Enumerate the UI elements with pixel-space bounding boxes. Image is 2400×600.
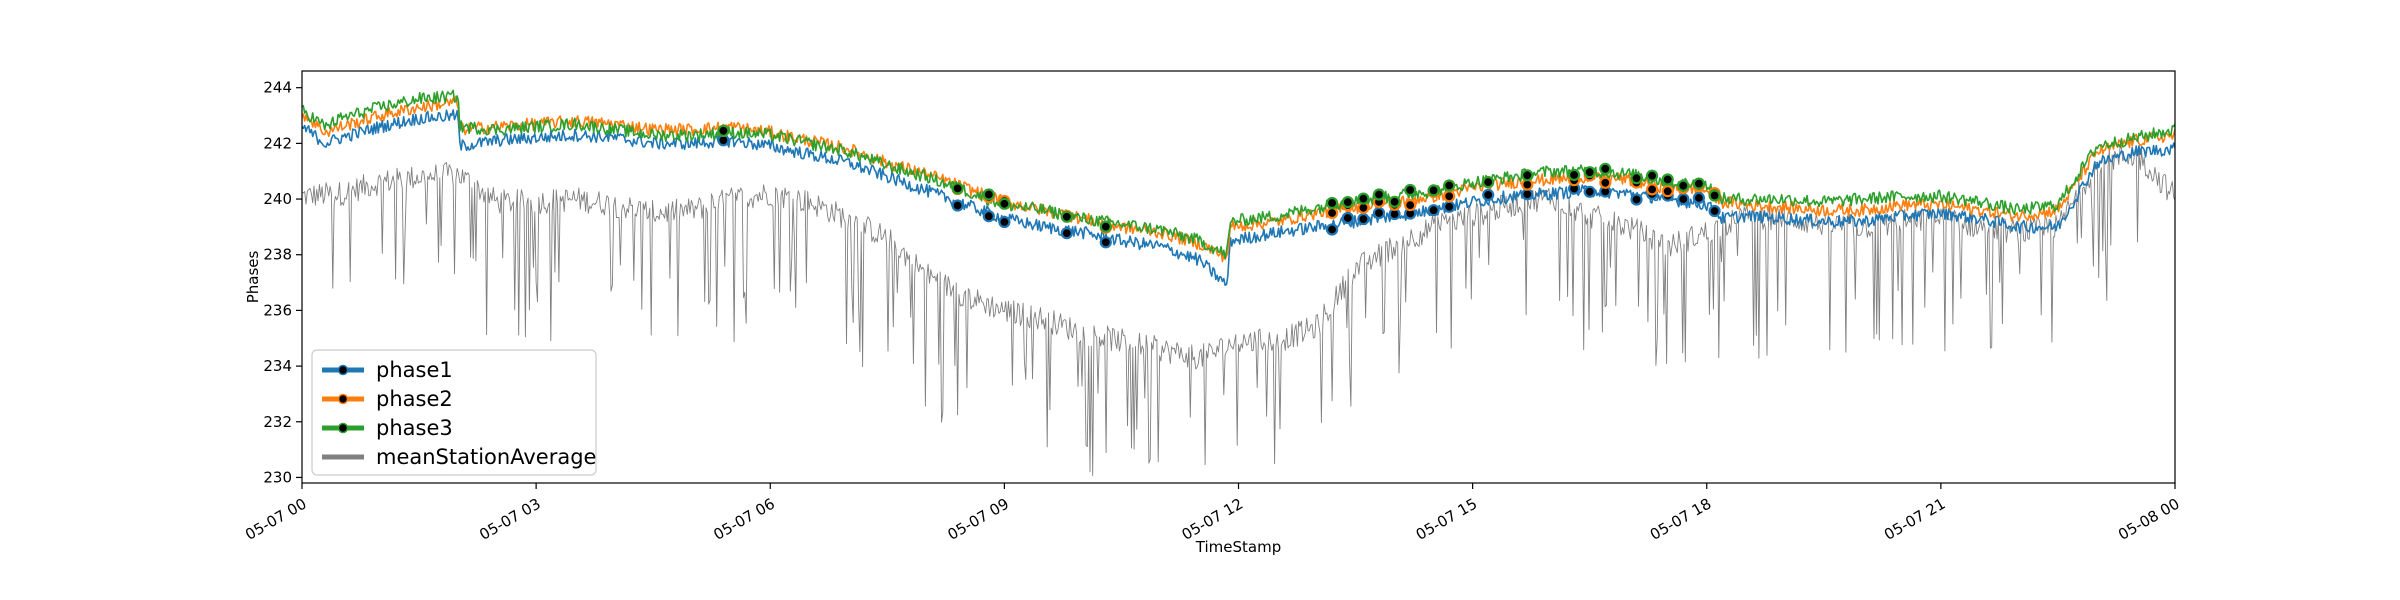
anomaly-marker-phase3 bbox=[1099, 220, 1112, 233]
anomaly-marker-phase1 bbox=[951, 199, 964, 212]
legend-label-phase1: phase1 bbox=[376, 358, 453, 382]
x-axis-title: TimeStamp bbox=[1195, 538, 1281, 556]
anomaly-marker-phase3 bbox=[1325, 196, 1339, 210]
y-tick-label: 234 bbox=[263, 357, 292, 375]
anomaly-marker-phase3 bbox=[1372, 188, 1386, 201]
legend-label-meanStationAverage: meanStationAverage bbox=[376, 445, 596, 469]
y-tick-label: 240 bbox=[263, 190, 292, 208]
legend-box bbox=[311, 349, 597, 476]
x-tick-label: 05-07 00 bbox=[242, 495, 309, 544]
anomaly-marker-phase1 bbox=[1325, 223, 1339, 236]
anomaly-marker-phase3 bbox=[1630, 172, 1643, 185]
x-tick-label: 05-07 12 bbox=[1179, 495, 1246, 544]
series-line-meanStationAverage bbox=[302, 146, 2175, 477]
anomaly-marker-phase3 bbox=[1427, 184, 1440, 197]
anomaly-marker-phase3 bbox=[1599, 162, 1612, 175]
x-tick-label: 05-07 18 bbox=[1647, 495, 1714, 544]
anomaly-marker-phase3 bbox=[1708, 189, 1721, 202]
anomaly-marker-phase1 bbox=[1099, 236, 1112, 249]
legend-marker-phase2 bbox=[337, 393, 349, 405]
x-tick-label: 05-07 09 bbox=[945, 495, 1012, 544]
anomaly-marker-phase3 bbox=[717, 124, 730, 137]
series-line-phase1 bbox=[302, 109, 2175, 286]
anomaly-marker-phase3 bbox=[1443, 179, 1456, 192]
y-tick-label: 230 bbox=[263, 468, 292, 486]
anomaly-marker-phase3 bbox=[951, 182, 964, 195]
anomaly-marker-phase3 bbox=[1645, 169, 1659, 182]
x-tick-label: 05-07 21 bbox=[1881, 495, 1948, 544]
anomaly-marker-phase3 bbox=[1388, 195, 1401, 208]
anomaly-marker-phase3 bbox=[982, 188, 995, 201]
legend: phase1 phase2 phase3 meanStationAverage bbox=[311, 349, 597, 476]
series-layer bbox=[302, 89, 2175, 477]
anomaly-marker-phase3 bbox=[1482, 176, 1495, 189]
x-tick-label: 05-07 06 bbox=[710, 495, 777, 544]
anomaly-marker-phase3 bbox=[1357, 192, 1370, 205]
anomaly-marker-phase3 bbox=[1060, 210, 1073, 223]
anomaly-marker-phase1 bbox=[1583, 185, 1596, 198]
anomaly-markers bbox=[717, 124, 1721, 249]
anomaly-marker-phase1 bbox=[1341, 211, 1354, 225]
anomaly-marker-phase3 bbox=[1692, 177, 1706, 190]
x-tick-label: 05-07 15 bbox=[1413, 495, 1480, 544]
anomaly-marker-phase2 bbox=[1325, 206, 1339, 220]
anomaly-marker-phase3 bbox=[1404, 183, 1417, 197]
y-tick-label: 232 bbox=[263, 413, 292, 431]
anomaly-marker-phase1 bbox=[1482, 188, 1495, 201]
y-axis-title: Phases bbox=[244, 251, 262, 304]
anomaly-marker-phase1 bbox=[1708, 204, 1721, 218]
anomaly-marker-phase2 bbox=[1661, 185, 1674, 198]
anomaly-marker-phase2 bbox=[1599, 176, 1612, 189]
anomaly-marker-phase2 bbox=[1645, 183, 1659, 196]
x-tick-label: 05-08 00 bbox=[2115, 495, 2182, 544]
anomaly-marker-phase3 bbox=[1341, 196, 1354, 209]
anomaly-marker-phase1 bbox=[1692, 191, 1706, 204]
anomaly-marker-phase1 bbox=[1357, 213, 1370, 226]
legend-marker-phase3 bbox=[337, 422, 349, 434]
anomaly-marker-phase3 bbox=[1567, 168, 1581, 181]
y-tick-label: 238 bbox=[263, 246, 292, 264]
anomaly-marker-phase1 bbox=[982, 210, 995, 223]
anomaly-marker-phase1 bbox=[1521, 188, 1534, 201]
x-tick-label: 05-07 03 bbox=[476, 495, 543, 544]
anomaly-marker-phase3 bbox=[998, 197, 1011, 210]
anomaly-marker-phase2 bbox=[1404, 199, 1417, 212]
anomaly-marker-phase1 bbox=[1677, 193, 1690, 206]
series-line-phase3 bbox=[302, 89, 2175, 260]
legend-label-phase2: phase2 bbox=[376, 387, 453, 411]
anomaly-marker-phase1 bbox=[1443, 200, 1456, 213]
y-tick-label: 244 bbox=[263, 79, 292, 97]
anomaly-marker-phase3 bbox=[1583, 166, 1596, 179]
anomaly-marker-phase3 bbox=[1661, 173, 1674, 186]
anomaly-marker-phase1 bbox=[1427, 204, 1440, 217]
anomaly-marker-phase1 bbox=[1060, 227, 1073, 240]
y-axis: 230 232 234 236 238 240 242 244 bbox=[263, 79, 302, 486]
anomaly-marker-phase1 bbox=[998, 215, 1011, 229]
legend-marker-phase1 bbox=[337, 364, 349, 376]
x-axis: 05-07 00 05-07 03 05-07 06 05-07 09 05-07 12… bbox=[242, 483, 2183, 544]
anomaly-marker-phase1 bbox=[1630, 193, 1643, 206]
y-tick-label: 236 bbox=[263, 301, 292, 319]
anomaly-marker-phase3 bbox=[1677, 179, 1690, 192]
anomaly-marker-phase2 bbox=[1443, 190, 1456, 203]
legend-label-phase3: phase3 bbox=[376, 416, 453, 440]
anomaly-marker-phase1 bbox=[1372, 206, 1386, 220]
anomaly-marker-phase3 bbox=[1521, 169, 1534, 182]
y-tick-label: 242 bbox=[263, 134, 292, 152]
